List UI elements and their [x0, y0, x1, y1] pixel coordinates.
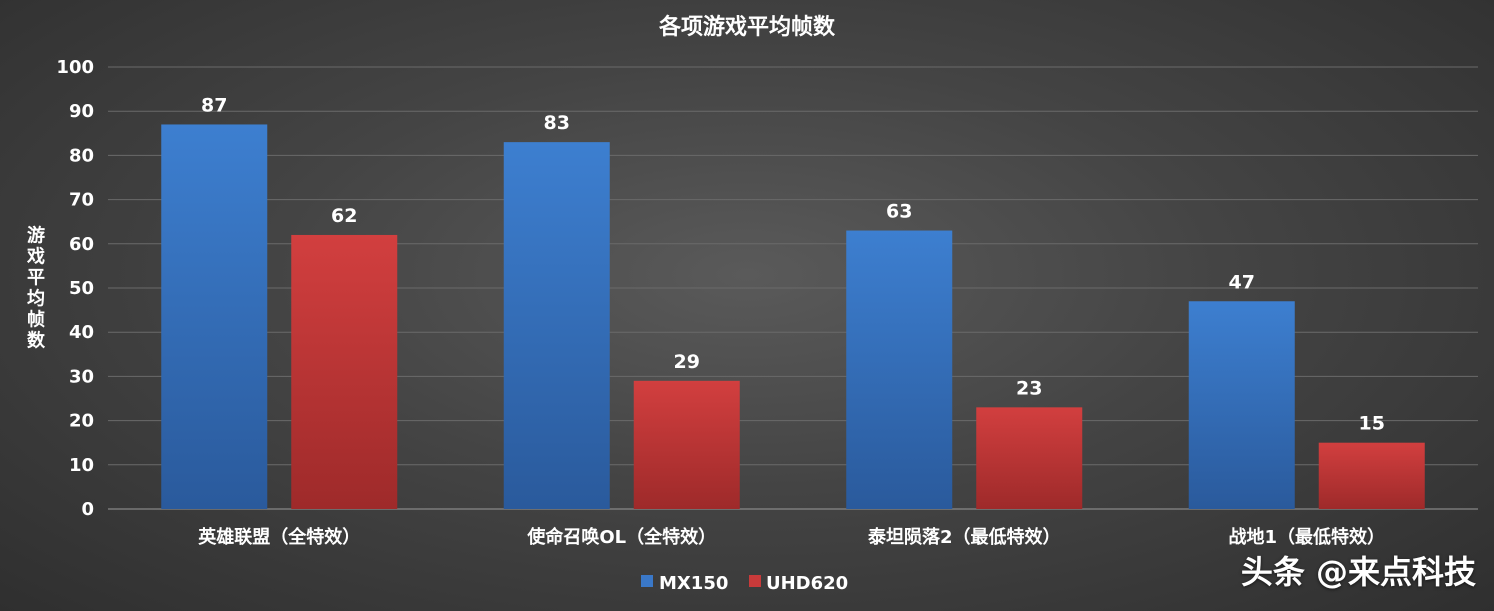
data-labels: 87 62 83 29 63 23 47 15 — [201, 94, 1385, 434]
data-label: 29 — [674, 351, 700, 373]
data-label: 23 — [1016, 377, 1042, 399]
x-axis-categories: 英雄联盟（全特效） 使命召唤OL（全特效） 泰坦陨落2（最低特效） 战地1（最低特效） — [197, 526, 1385, 548]
bars — [161, 124, 1425, 510]
data-label: 83 — [544, 112, 570, 134]
data-label: 15 — [1359, 413, 1385, 435]
data-label: 47 — [1229, 271, 1255, 293]
legend-swatch-mx150 — [641, 575, 653, 587]
bar-uhd620-3 — [1318, 442, 1425, 509]
bar-uhd620-1 — [633, 380, 740, 509]
y-tick-label: 20 — [69, 411, 94, 432]
watermark: 头条 @来点科技 — [1240, 553, 1476, 591]
bar-uhd620-2 — [976, 407, 1083, 509]
x-category-label: 泰坦陨落2（最低特效） — [867, 526, 1061, 548]
y-tick-label: 70 — [69, 190, 94, 211]
bar-mx150-1 — [503, 142, 610, 509]
bar-mx150-2 — [846, 230, 953, 510]
data-label: 63 — [886, 201, 912, 223]
data-label: 87 — [201, 94, 227, 116]
y-tick-label: 0 — [81, 499, 94, 520]
x-category-label: 战地1（最低特效） — [1228, 526, 1385, 548]
legend-label-mx150: MX150 — [659, 573, 728, 594]
x-category-label: 英雄联盟（全特效） — [197, 526, 360, 548]
bar-mx150-0 — [161, 124, 268, 510]
y-tick-label: 30 — [69, 366, 94, 387]
y-tick-label: 10 — [69, 455, 94, 476]
y-axis-title: 游戏平均帧数 — [26, 225, 46, 352]
legend-swatch-uhd620 — [749, 575, 761, 587]
y-tick-label: 60 — [69, 234, 94, 255]
legend: MX150 UHD620 — [641, 573, 848, 594]
chart-title: 各项游戏平均帧数 — [658, 14, 836, 40]
y-axis-title: 游戏平均帧数 — [26, 225, 46, 352]
y-tick-label: 50 — [69, 278, 94, 299]
y-tick-label: 40 — [69, 322, 94, 343]
y-axis-ticks: 0 10 20 30 40 50 60 70 80 90 100 — [56, 57, 94, 520]
y-tick-label: 100 — [56, 57, 94, 78]
bar-mx150-3 — [1188, 301, 1295, 509]
y-tick-label: 80 — [69, 145, 94, 166]
legend-label-uhd620: UHD620 — [766, 573, 848, 594]
bar-uhd620-0 — [291, 234, 398, 509]
y-tick-label: 90 — [69, 101, 94, 122]
data-label: 62 — [331, 205, 357, 227]
x-category-label: 使命召唤OL（全特效） — [526, 526, 716, 548]
